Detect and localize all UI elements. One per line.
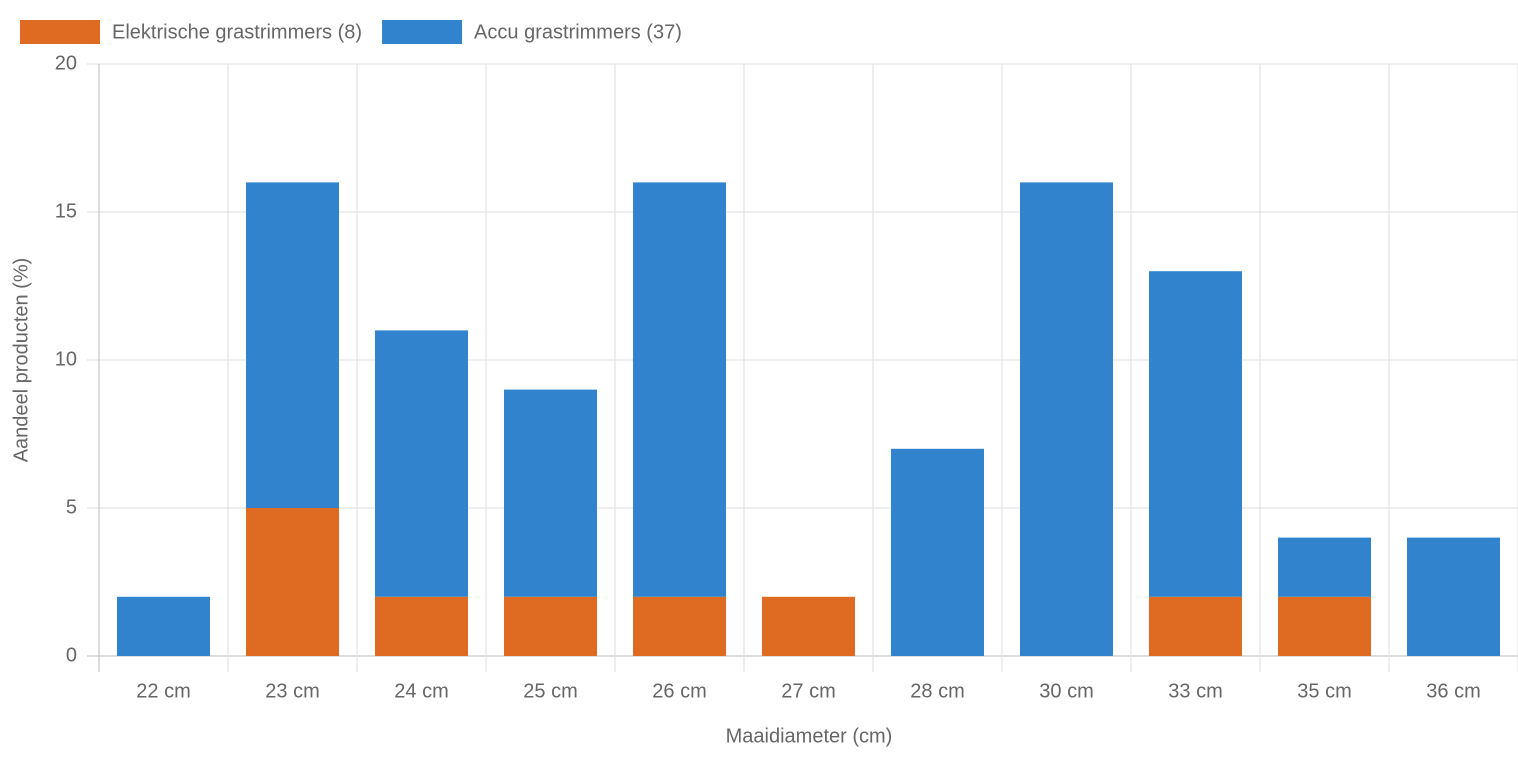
x-tick-label: 27 cm [781, 680, 835, 702]
x-tick-label: 30 cm [1039, 680, 1093, 702]
bar-segment [891, 448, 984, 656]
legend-swatch [20, 20, 100, 44]
bar-segment [1020, 182, 1113, 656]
x-axis-title: Maaidiameter (cm) [726, 725, 893, 747]
y-tick-label: 0 [66, 644, 77, 666]
bar-segment [1149, 271, 1242, 597]
y-tick-label: 5 [66, 496, 77, 518]
bar-segment [1149, 596, 1242, 656]
y-tick-label: 15 [55, 200, 77, 222]
bar-segment [1278, 596, 1371, 656]
bar-segment [375, 596, 468, 656]
x-tick-label: 35 cm [1297, 680, 1351, 702]
x-tick-label: 26 cm [652, 680, 706, 702]
x-tick-label: 28 cm [910, 680, 964, 702]
x-tick-label: 25 cm [523, 680, 577, 702]
x-tick-label: 36 cm [1426, 680, 1480, 702]
bar-segment [504, 596, 597, 656]
bar-segment [633, 596, 726, 656]
x-tick-label: 22 cm [136, 680, 190, 702]
bar-segment [246, 508, 339, 656]
bar-segment [1407, 537, 1500, 656]
y-tick-label: 10 [55, 348, 77, 370]
bar-segment [633, 182, 726, 597]
bar-segment [1278, 537, 1371, 597]
bar-segment [504, 389, 597, 597]
x-tick-label: 23 cm [265, 680, 319, 702]
x-tick-label: 24 cm [394, 680, 448, 702]
bar-segment [117, 596, 210, 656]
y-axis-title: Aandeel producten (%) [10, 258, 32, 463]
legend-label: Elektrische grastrimmers (8) [112, 21, 362, 43]
legend-label: Accu grastrimmers (37) [474, 21, 682, 43]
bar-segment [762, 596, 855, 656]
bar-segment [375, 330, 468, 597]
bar-segment [246, 182, 339, 508]
legend-swatch [382, 20, 463, 44]
y-tick-label: 20 [55, 52, 77, 74]
x-tick-label: 33 cm [1168, 680, 1222, 702]
